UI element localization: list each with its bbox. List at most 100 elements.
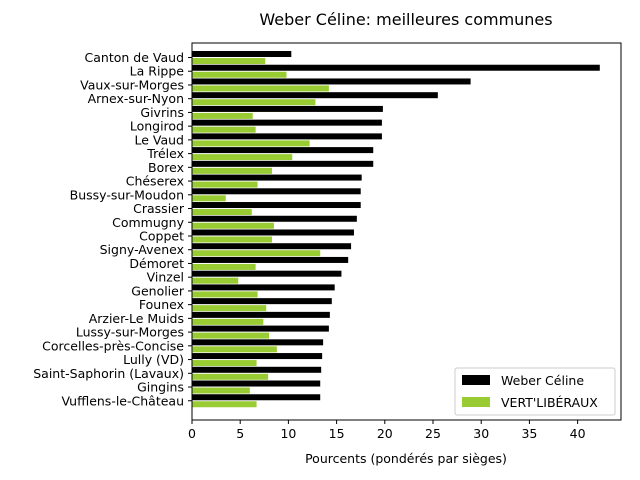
y-tick-label: Vufflens-le-Château [61,393,184,408]
bar-vertliberaux-23 [192,373,269,380]
bar-vertliberaux-17 [192,291,258,298]
x-tick-label: 30 [473,426,489,441]
y-tick-label: Genolier [131,283,185,298]
y-tick-label: Founex [139,297,184,312]
bar-vertliberaux-7 [192,154,293,161]
bar-vertliberaux-25 [192,401,257,408]
y-tick-label: Longirod [130,119,184,134]
bar-vertliberaux-5 [192,126,256,133]
bar-weber-7 [192,147,374,154]
y-tick-label: Signy-Avenex [100,242,184,257]
bar-vertliberaux-24 [192,387,250,394]
bar-vertliberaux-1 [192,71,287,78]
bar-weber-2 [192,78,471,85]
y-tick-label: Canton de Vaud [85,50,184,65]
bar-weber-11 [192,202,361,209]
bar-vertliberaux-11 [192,209,252,216]
bar-weber-21 [192,339,324,346]
x-axis: 0 5 10 15 20 25 30 35 40 [188,420,586,441]
y-tick-label: Arzier-Le Muids [89,311,184,326]
x-tick-label: 0 [188,426,196,441]
bar-weber-14 [192,243,352,250]
y-tick-label: Givrins [140,105,184,120]
y-tick-label: Vinzel [147,270,184,285]
legend-label-vertliberaux: VERT'LIBÉRAUX [501,395,598,410]
bar-vertliberaux-20 [192,332,270,339]
bar-weber-6 [192,133,382,140]
bar-weber-19 [192,311,330,318]
y-tick-label: Corcelles-près-Concise [42,338,184,353]
bar-weber-1 [192,64,600,71]
bar-weber-12 [192,215,357,222]
chart-title: Weber Céline: meilleures communes [259,10,552,29]
bar-vertliberaux-19 [192,318,264,325]
x-tick-label: 25 [425,426,441,441]
bar-vertliberaux-18 [192,305,267,312]
x-tick-label: 20 [377,426,393,441]
y-tick-label: Arnex-sur-Nyon [88,91,184,106]
y-tick-label: Commugny [112,215,185,230]
x-tick-label: 40 [570,426,586,441]
bar-vertliberaux-2 [192,85,329,92]
y-tick-label: Coppet [139,228,184,243]
legend: Weber Céline VERT'LIBÉRAUX [454,367,616,416]
y-tick-label: Crassier [133,201,185,216]
bar-weber-25 [192,394,321,401]
bar-vertliberaux-15 [192,263,256,270]
bar-weber-0 [192,51,292,57]
bar-vertliberaux-8 [192,167,273,174]
bar-vertliberaux-9 [192,181,258,188]
bar-weber-22 [192,353,323,360]
x-axis-label: Pourcents (pondérés par sièges) [305,451,507,466]
bar-weber-15 [192,256,349,263]
bar-vertliberaux-13 [192,236,273,243]
bar-vertliberaux-22 [192,360,257,367]
bar-vertliberaux-16 [192,277,239,284]
y-tick-label: Vaux-sur-Morges [80,77,184,92]
bar-weber-9 [192,174,362,181]
bar-vertliberaux-12 [192,222,274,229]
x-tick-label: 35 [521,426,537,441]
bar-weber-23 [192,366,322,373]
x-tick-label: 5 [236,426,244,441]
bar-weber-24 [192,380,321,387]
bar-vertliberaux-14 [192,250,321,257]
y-tick-label: Lussy-sur-Morges [76,325,184,340]
y-tick-label: Trélex [146,146,184,161]
y-tick-label: Démoret [129,256,184,271]
y-tick-label: Lully (VD) [123,352,184,367]
legend-label-weber: Weber Céline [501,373,584,388]
bar-vertliberaux-6 [192,140,310,147]
y-tick-label: Le Vaud [134,132,184,147]
bar-weber-17 [192,284,335,291]
legend-swatch-weber [462,375,490,385]
bar-weber-20 [192,325,329,332]
bar-vertliberaux-4 [192,112,253,119]
bar-weber-8 [192,160,374,167]
y-tick-label: Borex [148,160,184,175]
y-tick-label: Gingins [137,380,184,395]
x-tick-label: 10 [280,426,296,441]
y-tick-label: Bussy-sur-Moudon [70,187,184,202]
bar-weber-4 [192,105,383,112]
bar-weber-5 [192,119,382,126]
y-tick-label: La Rippe [130,64,185,79]
bar-weber-16 [192,270,342,277]
bar-vertliberaux-3 [192,99,316,106]
bar-weber-18 [192,298,332,305]
legend-box [454,367,616,416]
bar-vertliberaux-0 [192,58,266,64]
bars-group [192,51,600,408]
axes-frame [191,42,622,421]
bar-weber-13 [192,229,354,236]
bar-weber-10 [192,188,361,195]
bar-weber-3 [192,92,438,99]
y-tick-label: Chéserex [126,174,184,189]
bar-vertliberaux-21 [192,346,277,353]
legend-swatch-vertliberaux [462,397,490,407]
bar-vertliberaux-10 [192,195,226,202]
y-tick-label: Saint-Saphorin (Lavaux) [33,366,184,381]
x-tick-label: 15 [329,426,345,441]
